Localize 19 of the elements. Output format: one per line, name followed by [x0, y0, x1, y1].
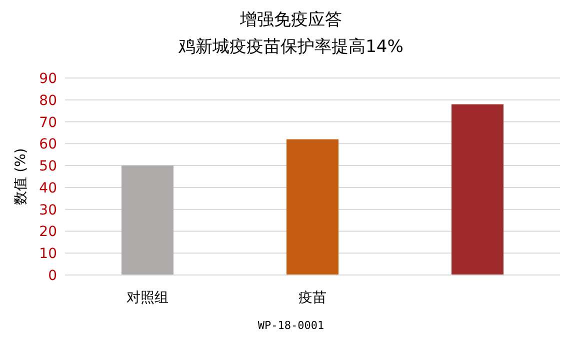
- y-tick-label: 30: [39, 202, 57, 218]
- y-tick-label: 0: [48, 268, 57, 284]
- bar: [122, 166, 174, 275]
- x-tick-label: 对照组: [126, 290, 168, 306]
- bar: [452, 104, 504, 275]
- y-tick-label: 70: [39, 114, 57, 131]
- y-tick-label: 90: [39, 71, 57, 87]
- y-tick-label: 10: [39, 246, 57, 262]
- y-tick-label: 40: [39, 180, 57, 196]
- chart-subtitle: 鸡新城疫疫苗保护率提高14%: [178, 37, 404, 57]
- text: WP-18-0001: [258, 319, 324, 332]
- y-tick-label: 50: [39, 158, 57, 175]
- y-tick-label: 60: [39, 136, 57, 153]
- x-tick-label: 疫苗: [298, 290, 326, 306]
- chart-title: 增强免疫应答: [239, 10, 342, 30]
- y-axis-title: 数值 (%): [13, 148, 29, 205]
- y-tick-label: 80: [39, 92, 57, 109]
- y-tick-label: 20: [39, 224, 57, 240]
- bar: [286, 139, 338, 275]
